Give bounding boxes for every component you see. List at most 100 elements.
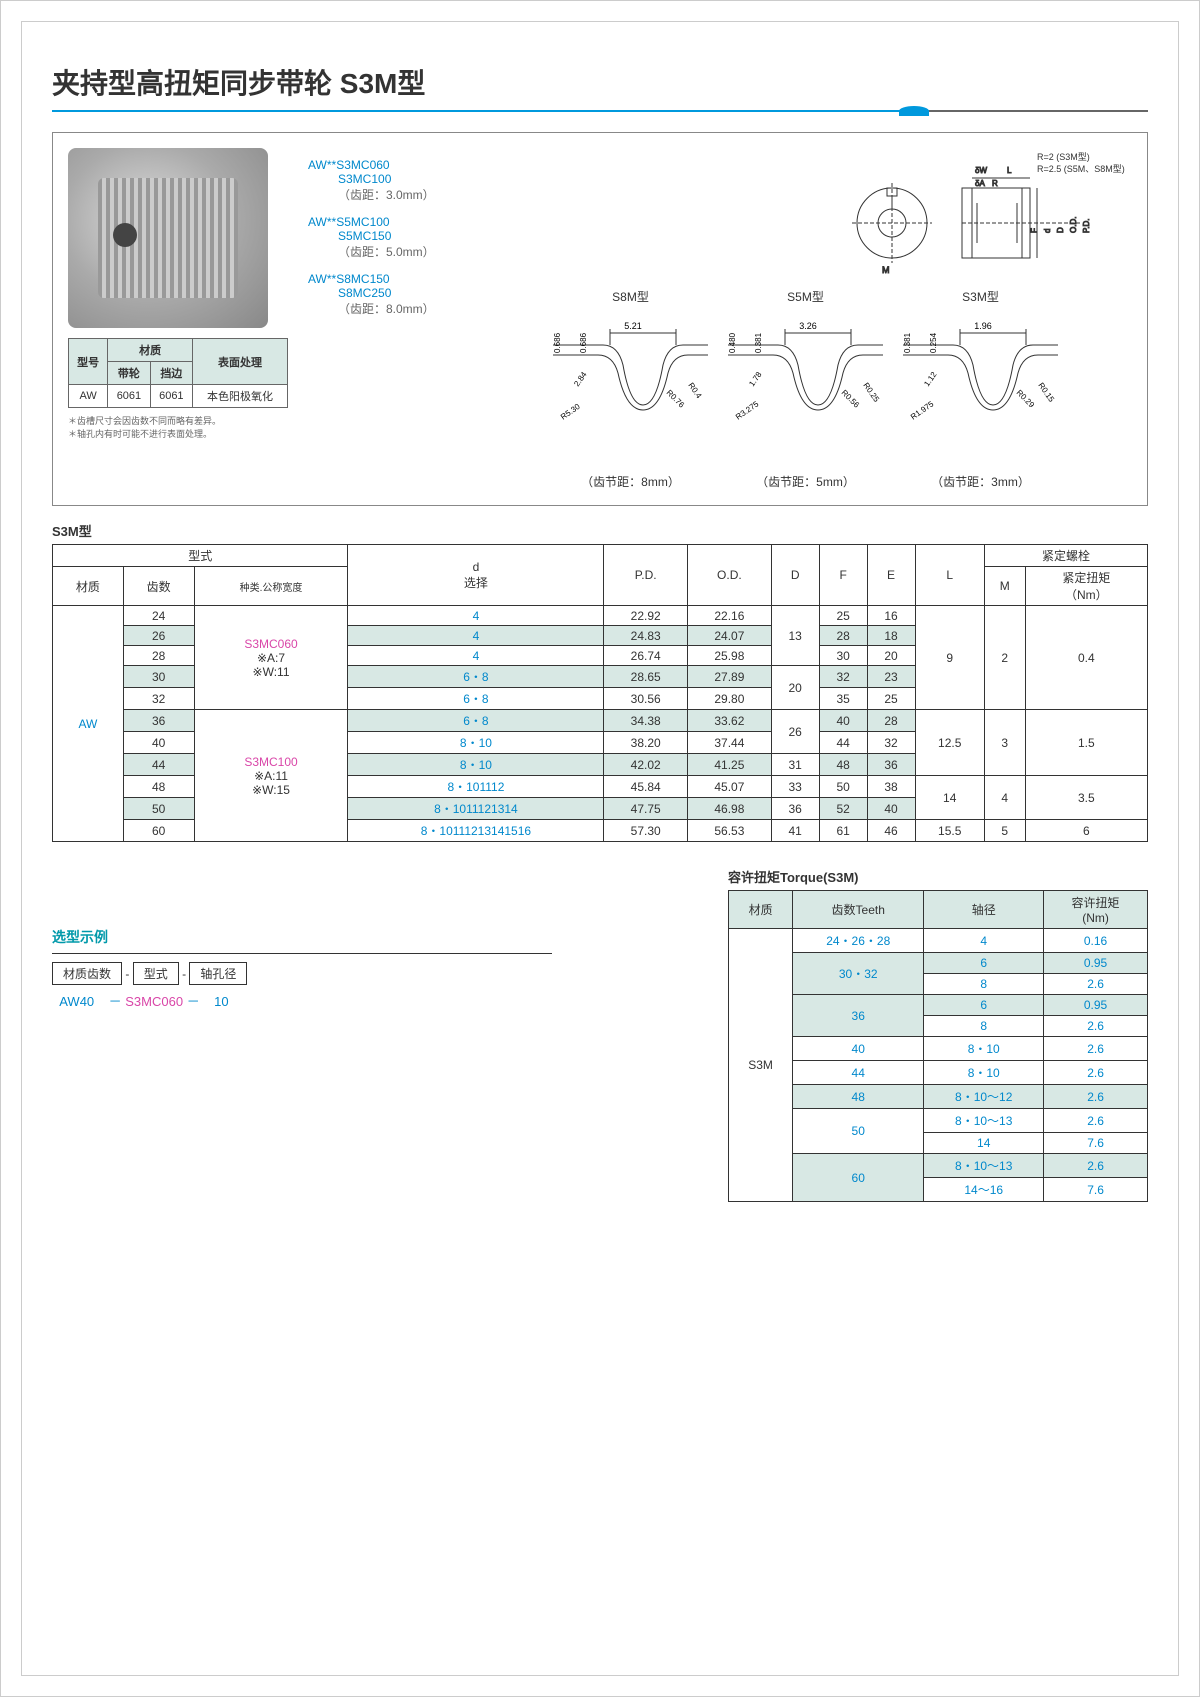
svg-text:L: L	[1007, 166, 1012, 175]
spec-F: 25	[819, 606, 867, 626]
spec-E: 46	[867, 820, 915, 842]
s8m-li: 0.686	[579, 332, 588, 353]
pn-0-2: S3MC100	[308, 172, 528, 186]
spec-M: 5	[984, 820, 1025, 842]
footnotes: ＊齿槽尺寸会因齿数不同而略有差异。 ＊轴孔内有时可能不进行表面处理。	[68, 414, 288, 440]
s5m-bl: 1.78	[747, 370, 764, 388]
h-bolt: 紧定螺栓	[984, 545, 1147, 567]
example-values: AW40 － S3MC060 － 10	[52, 991, 552, 1010]
spec-F: 28	[819, 626, 867, 646]
spec-d: 8・10	[348, 754, 604, 776]
torque-teeth: 50	[793, 1109, 924, 1154]
h-mat: 材质	[53, 567, 124, 606]
ex-lbl3: 轴孔径	[189, 962, 247, 985]
s5m-pitch: （齿节距：5mm）	[723, 473, 888, 490]
svg-text:M: M	[882, 265, 890, 275]
title-underline	[52, 110, 1148, 112]
title-bar: 夹持型高扭矩同步带轮 S3M型	[52, 62, 1148, 112]
page-title: 夹持型高扭矩同步带轮 S3M型	[52, 62, 1148, 110]
spec-d: 6・8	[348, 666, 604, 688]
footnote-1: ＊齿槽尺寸会因齿数不同而略有差异。	[68, 414, 288, 427]
s5m-rl: R3.275	[734, 399, 761, 421]
profile-s3m: S3M型 1.96 0.381 0.254 1.12	[898, 288, 1063, 490]
spec-teeth: 24	[123, 606, 194, 626]
ex-sep1: -	[125, 967, 129, 981]
torque-shaft: 8・10～12	[924, 1085, 1044, 1109]
torque-val: 0.95	[1044, 995, 1148, 1016]
h-style: 型式	[53, 545, 348, 567]
bottom-row: 选型示例 材质齿数 - 型式 - 轴孔径 AW40 － S3MC060 － 10…	[52, 867, 1148, 1202]
h-F: F	[819, 545, 867, 606]
mat-pulley: 6061	[108, 385, 150, 408]
ex-v2: S3MC060	[125, 994, 183, 1009]
torque-val: 7.6	[1044, 1133, 1148, 1154]
spec-teeth: 48	[123, 776, 194, 798]
s5m-lo: 0.480	[728, 332, 737, 353]
spec-od: 29.80	[688, 688, 772, 710]
torque-shaft: 8・10	[924, 1061, 1044, 1085]
spec-L: 15.5	[915, 820, 984, 842]
torque-shaft: 6	[924, 995, 1044, 1016]
spec-d: 4	[348, 606, 604, 626]
r-note2: R=2.5 (S5M、S8M型)	[1037, 164, 1125, 174]
torque-teeth: 36	[793, 995, 924, 1037]
spec-pd: 30.56	[604, 688, 688, 710]
spec-d: 8・101112	[348, 776, 604, 798]
spec-F: 30	[819, 646, 867, 666]
pn-2-2: S8MC250	[308, 286, 528, 300]
spec-F: 52	[819, 798, 867, 820]
s3m-rl: R1.975	[909, 399, 936, 421]
ex-lbl2: 型式	[133, 962, 179, 985]
tq-h-torque: 容许扭矩 (Nm)	[1044, 891, 1148, 929]
spec-table: 型式 d 选择 P.D. O.D. D F E L 紧定螺栓 材质 齿数 种类.…	[52, 544, 1148, 842]
spec-T: 3.5	[1025, 776, 1147, 820]
torque-shaft: 8	[924, 1016, 1044, 1037]
spec-E: 18	[867, 626, 915, 646]
torque-shaft: 4	[924, 929, 1044, 953]
spec-type-group-0: S3MC060※A:7※W:11	[194, 606, 348, 710]
torque-teeth: 40	[793, 1037, 924, 1061]
spec-pd: 22.92	[604, 606, 688, 626]
spec-d: 8・10	[348, 732, 604, 754]
s5m-li: 0.381	[754, 332, 763, 353]
spec-L: 14	[915, 776, 984, 820]
hero-part-numbers: AW**S3MC060 S3MC100 （齿距：3.0mm） AW**S5MC1…	[308, 148, 528, 490]
torque-row: S3M24・26・2840.16	[729, 929, 1148, 953]
spec-od: 46.98	[688, 798, 772, 820]
torque-teeth: 48	[793, 1085, 924, 1109]
spec-E: 23	[867, 666, 915, 688]
spec-d: 8・10111213141516	[348, 820, 604, 842]
spec-row: 36S3MC100※A:11※W:156・834.3833.6226402812…	[53, 710, 1148, 732]
spec-pd: 24.83	[604, 626, 688, 646]
torque-val: 2.6	[1044, 1061, 1148, 1085]
torque-teeth: 44	[793, 1061, 924, 1085]
spec-od: 56.53	[688, 820, 772, 842]
pn-2-1: AW**S8MC150	[308, 272, 528, 286]
pn-1-pitch: （齿距：5.0mm）	[308, 243, 528, 260]
spec-T: 6	[1025, 820, 1147, 842]
spec-D: 36	[771, 798, 819, 820]
torque-teeth: 60	[793, 1154, 924, 1202]
material-table: 型号 材质 表面处理 带轮 挡边 AW 6061 6061 本色阳极氧化	[68, 338, 288, 408]
spec-od: 41.25	[688, 754, 772, 776]
example-title: 选型示例	[52, 927, 552, 947]
spec-d: 4	[348, 646, 604, 666]
profile-s5m: S5M型 3.26 0.480 0.381 1.78	[723, 288, 888, 490]
s8m-top: 5.21	[624, 321, 642, 331]
pn-1-1: AW**S5MC100	[308, 215, 528, 229]
mat-h-flange: 挡边	[150, 362, 192, 385]
spec-pd: 45.84	[604, 776, 688, 798]
spec-L: 12.5	[915, 710, 984, 776]
spec-F: 50	[819, 776, 867, 798]
spec-type-group-1: S3MC100※A:11※W:15	[194, 710, 348, 842]
s8m-rr: R0.4	[686, 381, 703, 400]
spec-pd: 47.75	[604, 798, 688, 820]
spec-material: AW	[53, 606, 124, 842]
torque-val: 2.6	[1044, 1037, 1148, 1061]
h-typewidth: 种类.公称宽度	[194, 567, 348, 606]
example-boxes: 材质齿数 - 型式 - 轴孔径	[52, 962, 552, 985]
spec-d: 8・1011121314	[348, 798, 604, 820]
torque-title: 容许扭矩Torque(S3M)	[728, 867, 1148, 886]
hero-left: 型号 材质 表面处理 带轮 挡边 AW 6061 6061 本色阳极氧化 ＊齿槽…	[68, 148, 288, 490]
part-group-1: AW**S5MC100 S5MC150 （齿距：5.0mm）	[308, 215, 528, 260]
